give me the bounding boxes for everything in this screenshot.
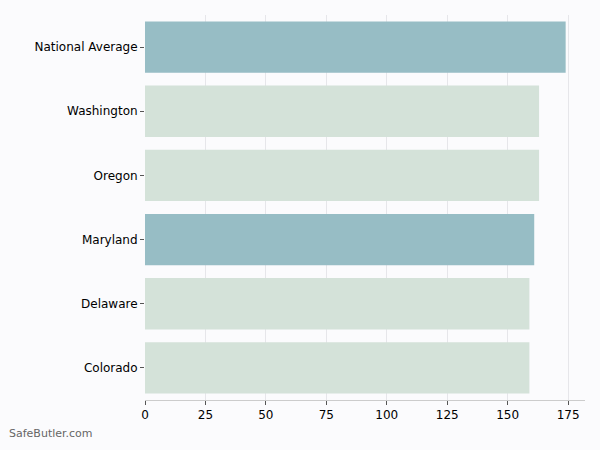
svg-text:50: 50 <box>258 408 273 422</box>
svg-text:100: 100 <box>375 408 398 422</box>
svg-text:Delaware: Delaware <box>81 297 138 311</box>
svg-text:SafeButler.com: SafeButler.com <box>9 427 93 440</box>
svg-text:125: 125 <box>436 408 459 422</box>
svg-text:0: 0 <box>141 408 149 422</box>
svg-text:Washington: Washington <box>67 104 138 118</box>
svg-text:175: 175 <box>557 408 580 422</box>
svg-text:National Average: National Average <box>34 40 137 54</box>
svg-text:Maryland: Maryland <box>82 233 138 247</box>
svg-text:Colorado: Colorado <box>84 361 138 375</box>
svg-text:75: 75 <box>319 408 334 422</box>
svg-text:Oregon: Oregon <box>94 169 138 183</box>
svg-text:25: 25 <box>198 408 213 422</box>
svg-text:150: 150 <box>496 408 519 422</box>
